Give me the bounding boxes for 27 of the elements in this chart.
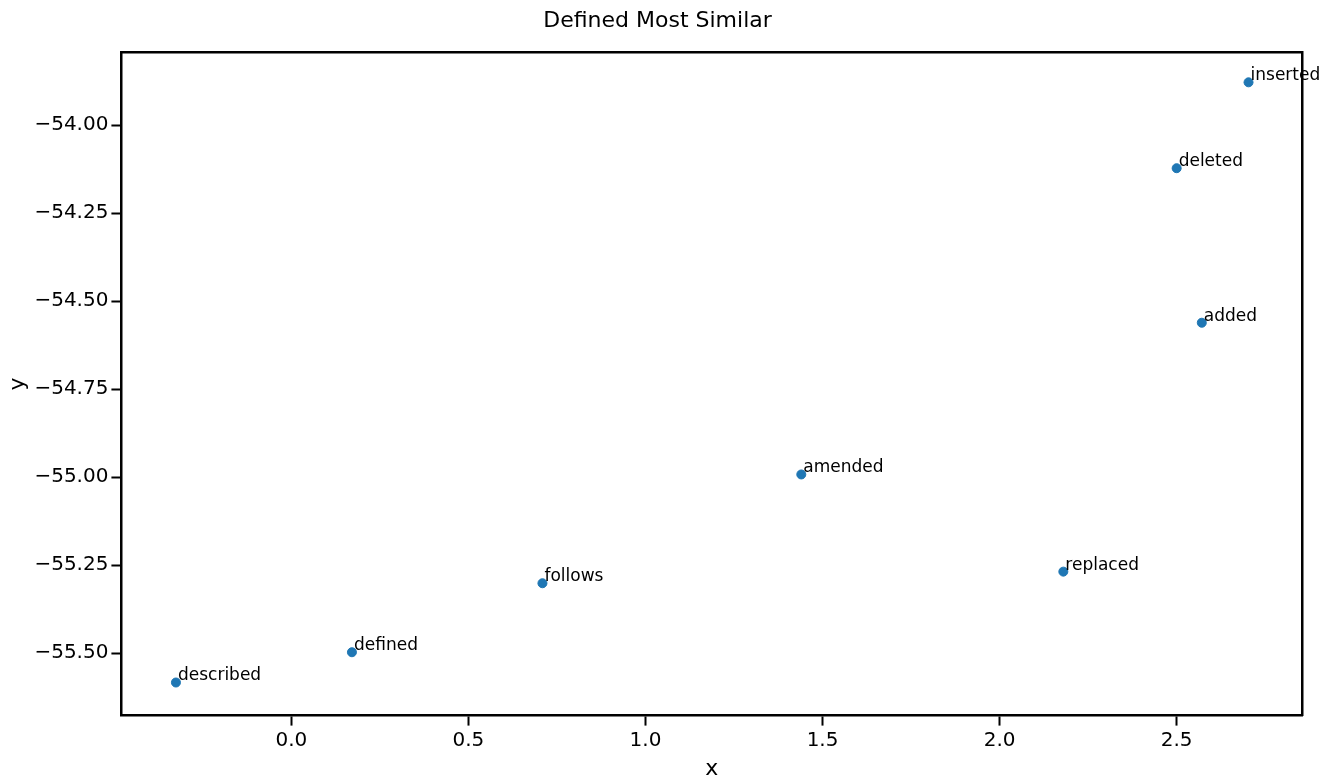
annotation: described: [177, 664, 262, 685]
x-tick-label: 0.5: [452, 726, 485, 751]
x-tick-label: 2.0: [983, 726, 1016, 751]
annotation: deleted: [1178, 150, 1244, 171]
point: [1243, 77, 1254, 88]
x-tick-label: 1.0: [629, 726, 662, 751]
annotation: follows: [544, 565, 604, 586]
x-tick-label: 1.5: [806, 726, 839, 751]
y-tick-label: −55.50: [34, 639, 109, 664]
y-tick-label: −55.00: [34, 463, 109, 488]
point: [1196, 317, 1207, 328]
annotation: defined: [353, 634, 418, 655]
annotation: replaced: [1065, 553, 1139, 574]
y-tick-label: −55.25: [34, 551, 109, 576]
point: [170, 677, 181, 688]
chart-title: Defined Most Similar: [543, 6, 773, 32]
x-tick-label: 0.0: [275, 726, 308, 751]
y-tick-label: −54.50: [34, 287, 109, 312]
y-tick-label: −54.75: [34, 375, 109, 400]
y-axis-title: y: [3, 377, 29, 391]
point: [346, 647, 357, 658]
y-tick-label: −54.00: [34, 111, 109, 136]
x-axis-title: x: [705, 754, 719, 780]
x-tick-label: 2.5: [1160, 726, 1193, 751]
annotation: amended: [803, 456, 884, 477]
annotation: added: [1203, 304, 1258, 325]
y-tick-label: −54.25: [34, 199, 109, 224]
